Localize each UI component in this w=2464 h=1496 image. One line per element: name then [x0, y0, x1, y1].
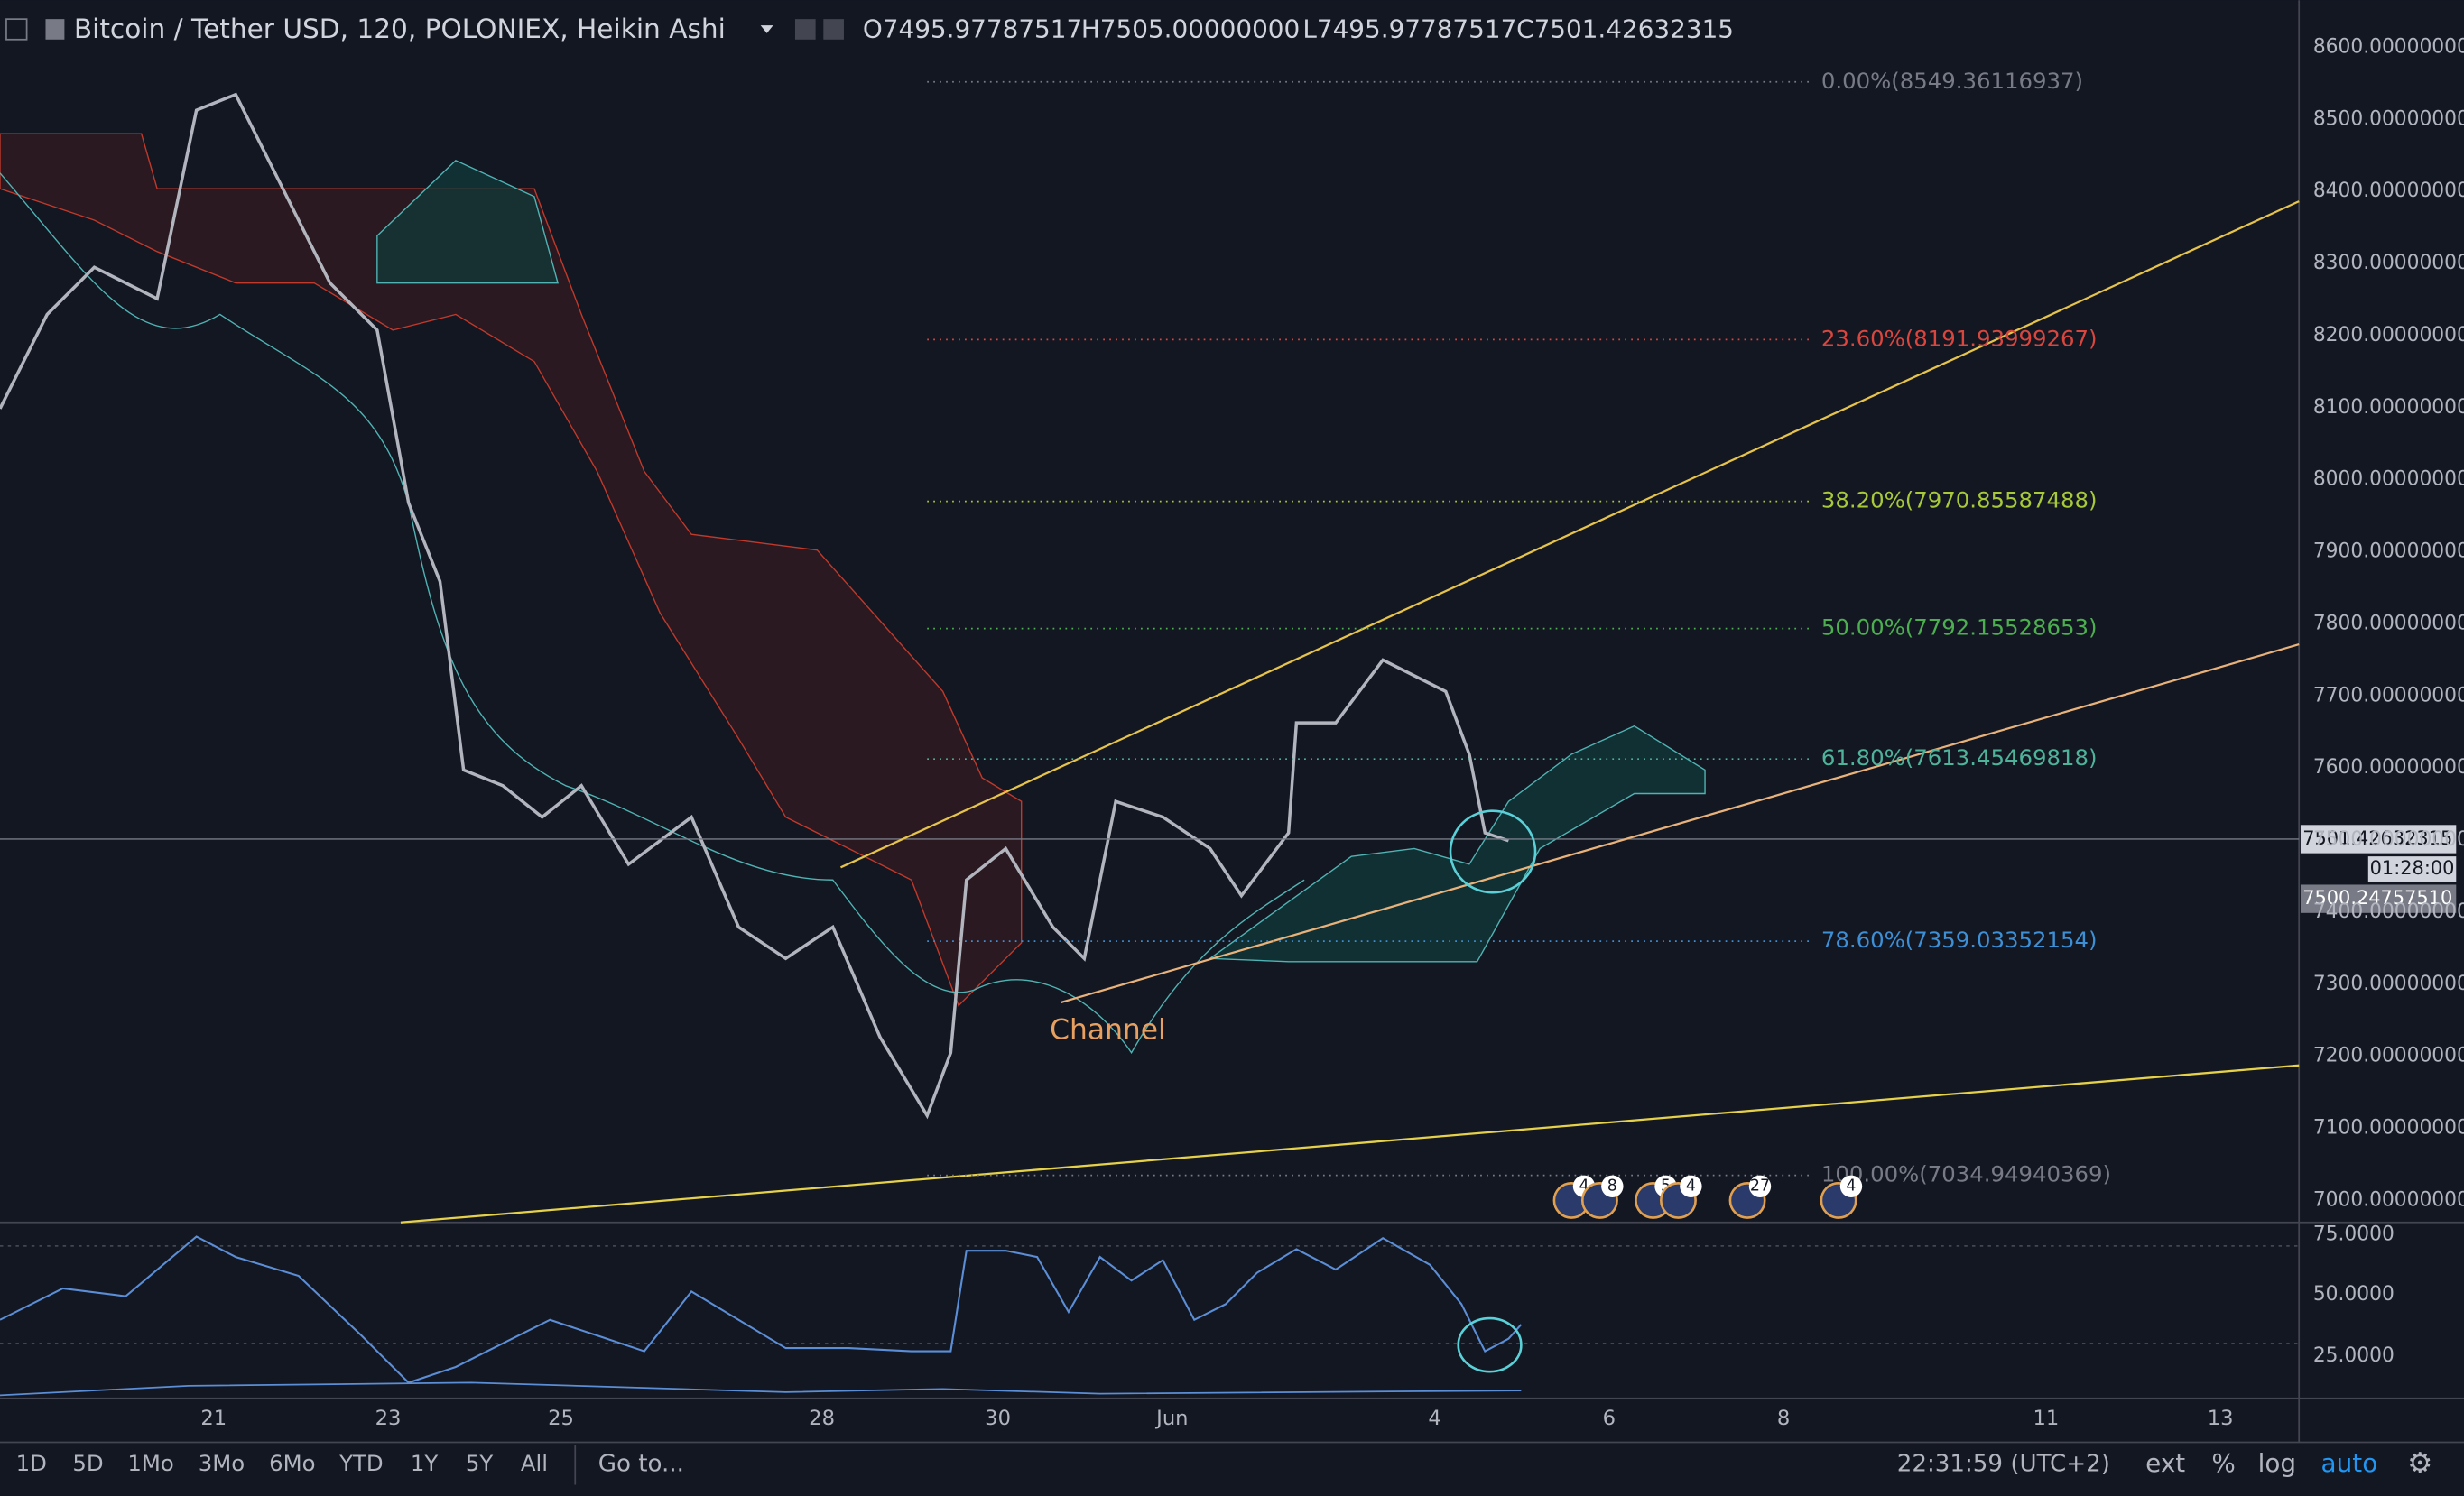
range-button[interactable]: 1Mo — [127, 1450, 173, 1476]
channel-annotation: Channel — [1050, 1013, 1166, 1046]
range-button[interactable]: 1Y — [411, 1450, 438, 1476]
scale-option[interactable]: auto — [2321, 1448, 2378, 1478]
range-button[interactable]: 5Y — [466, 1450, 493, 1476]
ohlc-close: C7501.42632315 — [1516, 14, 1734, 43]
other-price-box — [2300, 884, 2457, 913]
event-count-bg — [1680, 1175, 1702, 1197]
visibility-icon[interactable] — [794, 19, 816, 40]
fib-label: 23.60%(8191.93999267) — [1821, 325, 2098, 351]
date-label: 4 — [1428, 1407, 1440, 1430]
event-count: 4 — [1579, 1177, 1589, 1196]
symbol-icon — [45, 19, 65, 40]
event-count-bg — [1601, 1175, 1624, 1197]
date-label: 25 — [548, 1407, 574, 1430]
symbol-title[interactable]: Bitcoin / Tether USD, 120, POLONIEX, Hei… — [74, 14, 726, 44]
event-count-bg — [1748, 1175, 1772, 1197]
rsi-tick-label: 25.0000 — [2313, 1344, 2395, 1367]
fib-label: 78.60%(7359.03352154) — [1821, 927, 2098, 953]
price-tick-label: 8500.00000000 — [2313, 107, 2464, 130]
price-tick-label: 7200.00000000 — [2313, 1045, 2464, 1067]
fib-label: 38.20%(7970.85587488) — [1821, 487, 2098, 513]
cloud-bullish — [1208, 725, 1706, 963]
date-label: 11 — [2033, 1407, 2059, 1430]
volume-line — [0, 1381, 1522, 1397]
goto-button[interactable]: Go to... — [598, 1450, 684, 1477]
price-tick-label: 8000.00000000 — [2313, 468, 2464, 491]
ohlc-high: H7505.00000000 — [1081, 14, 1300, 43]
price-tick-label: 7600.00000000 — [2313, 756, 2464, 779]
clock: 22:31:59 (UTC+2) — [1897, 1450, 2110, 1477]
price-tick-label: 7400.00000000 — [2313, 900, 2464, 923]
date-label: 28 — [809, 1407, 835, 1430]
cloud-bearish — [0, 133, 1023, 1007]
settings-icon[interactable] — [823, 19, 844, 40]
last-price-box — [2300, 825, 2457, 854]
settings-gear[interactable]: ⚙ — [2407, 1447, 2432, 1480]
event-count-bg — [1839, 1175, 1863, 1197]
ohlc-low: L7495.97787517 — [1302, 14, 1516, 43]
date-label: 6 — [1603, 1407, 1616, 1430]
baseline — [0, 172, 1305, 1055]
price-tick-label: 7500.00000000 — [2313, 828, 2464, 851]
other-price-label: 7500.24757510 — [2302, 887, 2452, 909]
price-tick-label: 7300.00000000 — [2313, 973, 2464, 995]
date-label: 21 — [200, 1407, 227, 1430]
highlight-circle — [1457, 1316, 1523, 1373]
price-tick-label: 7900.00000000 — [2313, 540, 2464, 563]
last-price-label: 7501.42632315 — [2302, 827, 2452, 849]
price-tick-label: 7000.00000000 — [2313, 1188, 2464, 1211]
range-button[interactable]: YTD — [338, 1450, 384, 1476]
scale-option[interactable]: log — [2258, 1448, 2296, 1478]
date-label: Jun — [1154, 1407, 1188, 1430]
price-tick-label: 7100.00000000 — [2313, 1117, 2464, 1140]
price-tick-label: 8600.00000000 — [2313, 35, 2464, 58]
event-count: 5 — [1661, 1177, 1671, 1196]
price-tick-label: 7700.00000000 — [2313, 684, 2464, 706]
price-tick-label: 8200.00000000 — [2313, 324, 2464, 346]
event-count: 8 — [1607, 1177, 1617, 1196]
cloud-bullish — [376, 160, 559, 284]
range-button[interactable]: 5D — [72, 1450, 103, 1476]
range-button[interactable]: 6Mo — [269, 1450, 315, 1476]
fib-label: 100.00%(7034.94940369) — [1821, 1161, 2111, 1187]
countdown-box — [2367, 856, 2457, 882]
ohlc-open: O7495.97787517 — [863, 14, 1082, 43]
scale-option[interactable]: ext — [2145, 1448, 2185, 1478]
date-label: 8 — [1777, 1407, 1790, 1430]
scale-option[interactable]: % — [2211, 1448, 2235, 1478]
range-button[interactable]: 3Mo — [199, 1450, 245, 1476]
fib-label: 50.00%(7792.15528653) — [1821, 614, 2098, 641]
layout-icon[interactable] — [5, 18, 28, 41]
fib-label: 61.80%(7613.45469818) — [1821, 744, 2098, 771]
rsi-line — [0, 1235, 1523, 1384]
event-count: 27 — [1750, 1177, 1770, 1196]
event-count: 4 — [1686, 1177, 1696, 1196]
date-label: 13 — [2208, 1407, 2234, 1430]
trend-line — [840, 200, 2300, 869]
price-tick-label: 8400.00000000 — [2313, 180, 2464, 202]
price-tick-label: 8300.00000000 — [2313, 252, 2464, 274]
countdown-label: 01:28:00 — [2370, 857, 2455, 879]
range-button[interactable]: 1D — [16, 1450, 47, 1476]
date-label: 30 — [985, 1407, 1011, 1430]
date-label: 23 — [375, 1407, 402, 1430]
trend-line — [400, 1064, 2300, 1224]
price-tick-label: 7800.00000000 — [2313, 612, 2464, 634]
highlight-circle — [1449, 809, 1537, 894]
channel-line — [1060, 643, 2300, 1004]
rsi-tick-label: 50.0000 — [2313, 1283, 2395, 1306]
range-button[interactable]: All — [521, 1450, 548, 1476]
price-tick-label: 8100.00000000 — [2313, 396, 2464, 419]
fib-label: 0.00%(8549.36116937) — [1821, 68, 2083, 94]
dropdown-arrow[interactable] — [760, 25, 773, 33]
event-count: 4 — [1846, 1177, 1856, 1196]
price-candles — [0, 92, 1509, 1120]
rsi-tick-label: 75.0000 — [2313, 1224, 2395, 1246]
